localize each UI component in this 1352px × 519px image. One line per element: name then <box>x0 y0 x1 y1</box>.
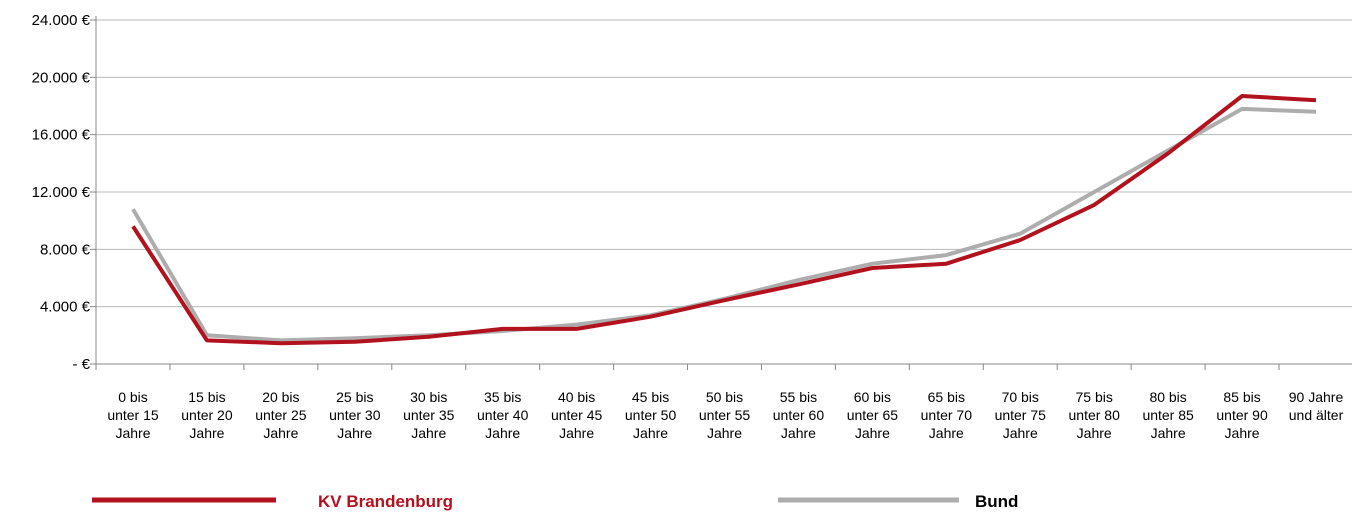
legend: KV Brandenburg Bund <box>92 492 1018 511</box>
y-tick-label: 16.000 € <box>32 127 91 144</box>
x-tick-label: 70 bis unter 75 Jahre <box>995 389 1047 441</box>
legend-label: Bund <box>975 492 1018 511</box>
y-tick-label: 8.000 € <box>40 241 91 258</box>
series-lines <box>131 94 1317 346</box>
x-tick-label: 50 bis unter 55 Jahre <box>699 389 751 441</box>
x-tick-label: 25 bis unter 30 Jahre <box>329 389 381 441</box>
x-tick-label: 60 bis unter 65 Jahre <box>847 389 899 441</box>
y-tick-label: 24.000 € <box>32 12 91 29</box>
series-line-kv-brandenburg <box>131 94 1317 346</box>
y-axis-ticks: - € 4.000 € 8.000 € 12.000 € 16.000 € 20.000 … <box>32 12 91 373</box>
x-tick-label: 55 bis unter 60 Jahre <box>773 389 825 441</box>
x-tick-label: 35 bis unter 40 Jahre <box>477 389 529 441</box>
x-tick-label: 75 bis unter 80 Jahre <box>1069 389 1121 441</box>
x-tick-label: 30 bis unter 35 Jahre <box>403 389 455 441</box>
y-tick-label: - € <box>72 356 90 373</box>
y-tick-label: 12.000 € <box>32 184 91 201</box>
x-tick-label: 0 bis unter 15 Jahre <box>107 389 159 441</box>
x-tick-label: 85 bis unter 90 Jahre <box>1216 389 1268 441</box>
x-tick-label: 90 Jahre und älter <box>1289 389 1344 423</box>
x-tick-label: 65 bis unter 70 Jahre <box>921 389 973 441</box>
y-tick-label: 4.000 € <box>40 299 91 316</box>
legend-label: KV Brandenburg <box>318 492 453 511</box>
x-tick-label: 40 bis unter 45 Jahre <box>551 389 603 441</box>
axes <box>90 16 1352 370</box>
series-line-bund <box>131 106 1317 343</box>
y-tick-label: 20.000 € <box>32 69 91 86</box>
x-tick-label: 45 bis unter 50 Jahre <box>625 389 677 441</box>
x-tick-label: 15 bis unter 20 Jahre <box>181 389 233 441</box>
gridlines <box>96 19 1352 308</box>
x-axis-ticks: 0 bis unter 15 Jahre 15 bis unter 20 Jahre 20 … <box>107 389 1343 441</box>
x-tick-label: 20 bis unter 25 Jahre <box>255 389 307 441</box>
x-tick-label: 80 bis unter 85 Jahre <box>1142 389 1194 441</box>
